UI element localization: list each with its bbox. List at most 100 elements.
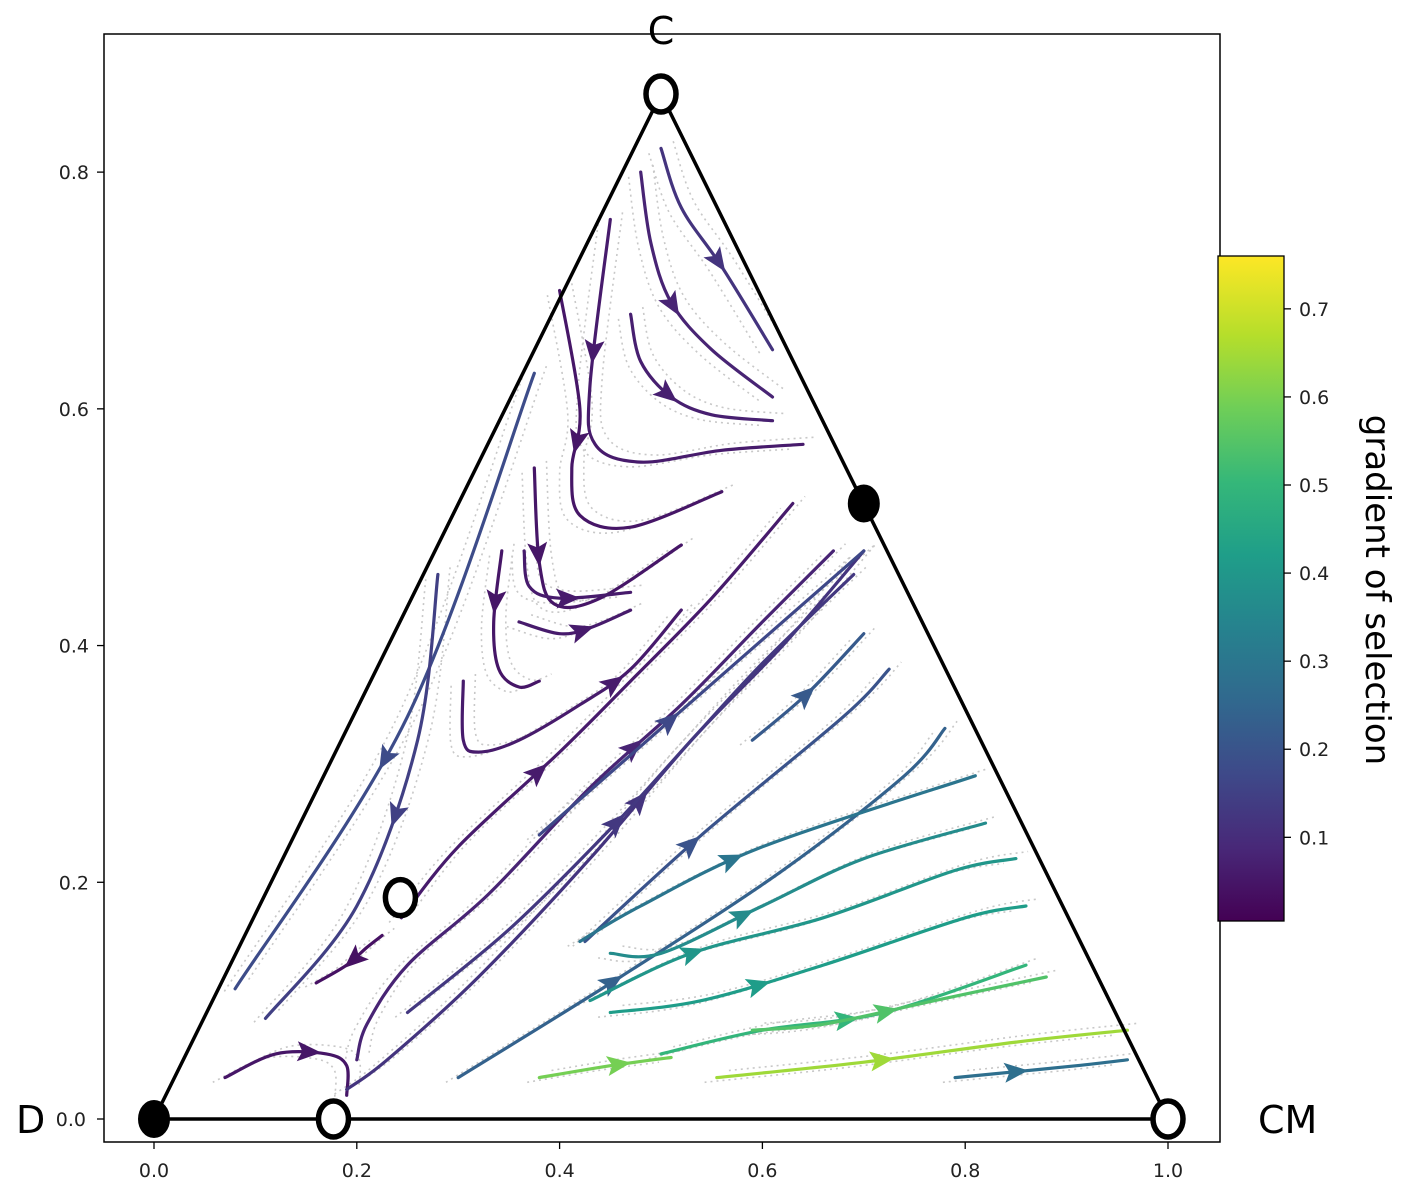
streamline-arrow (486, 589, 507, 615)
ghost-trajectory (327, 927, 395, 977)
colorbar-tick-label: 0.4 (1299, 563, 1329, 585)
y-tick-label: 0.0 (56, 1109, 86, 1131)
colorbar-bar (1217, 255, 1285, 922)
streamlines (223, 146, 1129, 1097)
streamline (517, 608, 633, 636)
streamline-arrow (872, 1004, 899, 1024)
ghost-trajectory (597, 909, 1015, 1018)
colorbar-tick-label: 0.5 (1299, 475, 1329, 497)
vertex-label-d: D (16, 1098, 45, 1142)
streamline-arrow (678, 947, 705, 967)
streamline-arrow (727, 910, 754, 930)
streamline (953, 1058, 1129, 1080)
ghost-trajectory (521, 472, 670, 614)
streamline (629, 312, 775, 423)
y-axis-ticks: 0.0 0.2 0.4 0.6 0.8 (56, 162, 104, 1131)
unstable-fixed-point (643, 73, 679, 115)
ghost-trajectory (343, 555, 822, 1065)
colorbar-tick-label: 0.7 (1299, 299, 1329, 321)
ghost-trajectory (673, 957, 1039, 1048)
streamline (491, 549, 541, 689)
ghost-trajectory (504, 543, 552, 682)
streamline-arrow (605, 1056, 632, 1076)
ghost-trajectory (672, 141, 786, 344)
streamline (639, 170, 775, 399)
ghost-trajectory (577, 862, 1004, 1007)
axes-frame (103, 33, 1221, 1143)
streamline (345, 549, 866, 1091)
x-tick-label: 0.4 (544, 1160, 574, 1182)
streamline-arrow (568, 624, 595, 644)
streamline (659, 963, 1028, 1056)
colorbar-tick-label: 0.2 (1299, 739, 1329, 761)
simplex-triangle (152, 92, 1170, 1121)
streamline-arrow (584, 338, 605, 364)
y-tick-label: 0.6 (59, 399, 89, 421)
streamline (223, 1050, 350, 1097)
streamline-arrow (717, 854, 744, 874)
ghost-trajectory (394, 578, 843, 1018)
ghost-trajectory (648, 152, 762, 355)
streamline (659, 146, 775, 352)
streamline (608, 904, 1028, 1015)
streamline (608, 821, 988, 959)
streamline (405, 572, 856, 1015)
y-tick-label: 0.2 (59, 872, 89, 894)
streamline-arrow (597, 975, 623, 997)
x-tick-label: 0.0 (139, 1160, 169, 1182)
fixed-points (138, 73, 1186, 1140)
ghost-trajectory (739, 637, 853, 746)
colorbar-tick-label: 0.6 (1299, 387, 1329, 409)
ghost-trajectory (388, 507, 782, 924)
ghost-trajectory (530, 602, 644, 628)
streamline-arrow (744, 978, 771, 999)
streamline-arrow (527, 541, 548, 567)
streamline (537, 1055, 673, 1080)
streamline (715, 1028, 1129, 1080)
streamline (750, 632, 866, 742)
streamline (263, 572, 440, 1020)
vertex-label-c: C (648, 9, 675, 53)
ghost-trajectory (334, 555, 853, 1095)
streamline-arrow (658, 289, 680, 316)
streamline-arrow (652, 379, 678, 403)
colorbar-tick-label: 0.3 (1299, 651, 1329, 673)
ghost-trajectory (419, 566, 867, 1007)
streamline-arrow (522, 763, 548, 788)
streamline-arrow (379, 743, 400, 770)
streamline-arrow (344, 944, 369, 968)
ghost-trajectory (527, 1061, 660, 1084)
streamline (456, 726, 947, 1080)
streamline (532, 466, 683, 610)
ghost-trajectory (222, 377, 523, 994)
ghost-trajectory (572, 673, 878, 947)
ghost-trajectory (704, 1034, 1116, 1084)
ghost-trajectory (627, 176, 761, 403)
ghost-trajectory (303, 939, 371, 989)
ghost-trajectory (764, 969, 1059, 1024)
ghost-trajectory (445, 732, 934, 1083)
unstable-fixed-point (382, 876, 419, 919)
ghost-trajectory (545, 460, 694, 602)
streamline-arrow (654, 712, 679, 737)
ghost-trajectory (575, 224, 791, 468)
streamline-arrow (569, 427, 590, 454)
streamline-arrow (790, 686, 815, 711)
x-tick-label: 0.8 (950, 1160, 980, 1182)
ghost-trajectory (358, 543, 877, 1083)
ghost-trajectory (648, 969, 1015, 1060)
vertex-label-cm: CM (1258, 1098, 1317, 1142)
streamline (537, 549, 866, 837)
streamline (233, 371, 536, 991)
streamline (578, 774, 977, 944)
y-tick-label: 0.4 (59, 636, 89, 658)
ghost-trajectory (740, 980, 1035, 1036)
streamline (750, 975, 1048, 1032)
x-tick-label: 1.0 (1153, 1160, 1183, 1182)
streamline (460, 608, 683, 754)
x-axis-ticks: 0.0 0.2 0.4 0.6 0.8 1.0 (139, 1142, 1183, 1182)
streamline (583, 667, 891, 944)
streamline (399, 501, 795, 920)
colorbar-tick-label: 0.1 (1299, 827, 1329, 849)
